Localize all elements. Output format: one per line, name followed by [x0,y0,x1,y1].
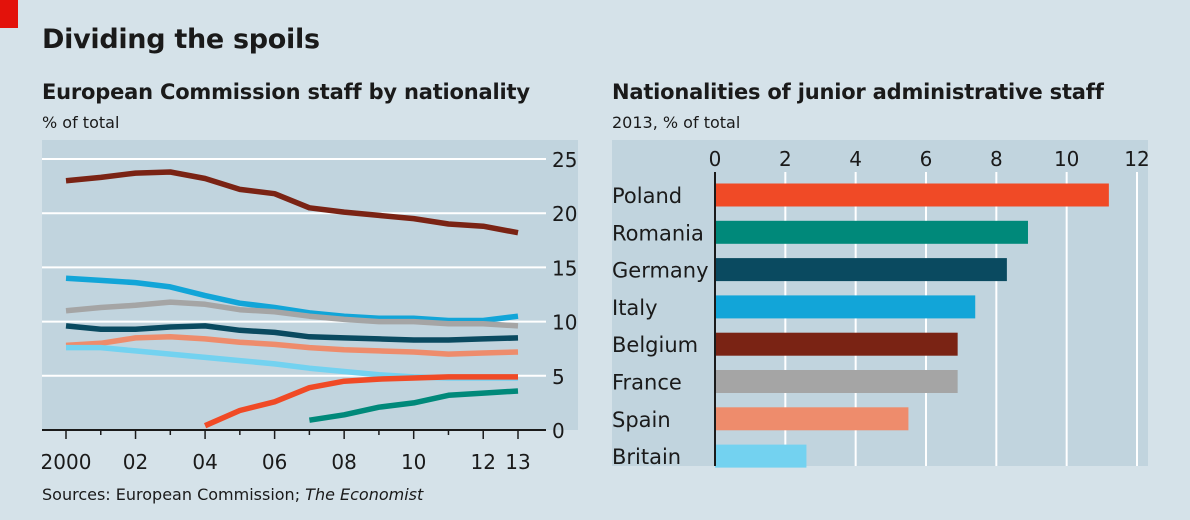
economist-red-tag [0,0,18,28]
y-tick-label: 0 [552,419,565,443]
line-chart: 0 5 10 15 20 25 2000 02 04 06 08 10 12 13 [41,140,578,474]
series-line-romania [308,388,519,423]
series-line-belgium [65,169,519,236]
bar-x-tick-label: 0 [709,147,722,171]
bar-chart-title: Nationalities of junior administrative s… [612,80,1104,104]
x-tick-label: 06 [262,450,287,474]
bar-label-romania: Romania [612,221,704,245]
bar-label-france: France [612,371,682,395]
y-tick-label: 20 [552,202,577,226]
y-tick-label: 10 [552,311,577,335]
y-tick-label: 5 [552,365,565,389]
bar-belgium [715,332,958,356]
y-tick-label: 25 [552,148,577,172]
bar-x-tick-label: 8 [990,147,1003,171]
line-chart-unit: % of total [42,113,120,132]
bar-x-tick-label: 10 [1054,147,1079,171]
page-title: Dividing the spoils [42,24,320,55]
bar-x-tick-label: 4 [849,147,862,171]
bar-label-germany: Germany [612,259,709,283]
bar-italy [715,295,976,319]
source-italic: The Economist [305,485,424,504]
bar-label-poland: Poland [612,184,682,208]
series-line-italy [65,275,519,324]
series-line-spain [65,334,519,357]
bar-poland [715,183,1109,207]
bar-france [715,370,958,393]
line-chart-title: European Commission staff by nationality [42,80,530,104]
x-tick-label: 2000 [41,450,92,474]
series-line-poland [203,374,518,429]
y-tick-label: 15 [552,256,577,280]
bar-label-britain: Britain [612,445,681,469]
bar-britain [715,444,807,468]
source-prefix: Sources: European Commission; [42,485,306,504]
series-line-germany [65,323,519,343]
x-tick-label: 10 [401,450,426,474]
x-tick-label: 02 [123,450,148,474]
bar-germany [715,258,1007,282]
bar-spain [715,407,909,431]
bar-label-italy: Italy [612,296,658,320]
bar-x-tick-label: 12 [1124,147,1149,171]
x-tick-label: 13 [505,450,530,474]
x-tick-label: 04 [192,450,217,474]
bar-chart: 0 2 4 6 8 10 12 Poland Romania Germany Italy Belgiu… [612,140,1150,469]
bar-label-belgium: Belgium [612,333,698,357]
bar-label-spain: Spain [612,408,671,432]
bar-chart-unit: 2013, % of total [612,113,741,132]
x-tick-label: 12 [471,450,496,474]
x-tick-label: 08 [331,450,356,474]
series-line-france [65,299,519,329]
bar-romania [715,220,1028,244]
bar-x-tick-label: 6 [920,147,933,171]
source-note: Sources: European Commission; The Econom… [42,485,423,504]
bar-x-tick-label: 2 [779,147,792,171]
